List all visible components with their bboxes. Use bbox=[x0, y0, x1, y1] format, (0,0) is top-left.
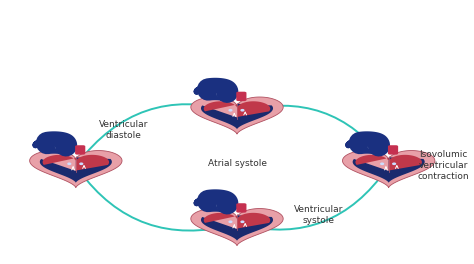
FancyBboxPatch shape bbox=[388, 145, 398, 155]
FancyBboxPatch shape bbox=[236, 203, 246, 213]
Text: Cardiac Cycle: Cardiac Cycle bbox=[132, 6, 342, 35]
Circle shape bbox=[229, 110, 232, 111]
FancyBboxPatch shape bbox=[61, 144, 71, 155]
Text: Isovolumic
ventricular
contraction: Isovolumic ventricular contraction bbox=[417, 150, 469, 181]
Polygon shape bbox=[40, 157, 112, 183]
Polygon shape bbox=[353, 157, 425, 183]
Circle shape bbox=[229, 221, 232, 223]
Polygon shape bbox=[343, 150, 435, 188]
Circle shape bbox=[80, 163, 82, 164]
Circle shape bbox=[381, 163, 383, 164]
Text: Ventricular
diastole: Ventricular diastole bbox=[99, 120, 148, 140]
Polygon shape bbox=[356, 155, 422, 171]
Polygon shape bbox=[204, 101, 270, 117]
Text: Ventricular
systole: Ventricular systole bbox=[294, 205, 343, 225]
Circle shape bbox=[241, 221, 244, 223]
Polygon shape bbox=[30, 150, 122, 188]
FancyBboxPatch shape bbox=[222, 202, 232, 213]
Polygon shape bbox=[201, 104, 273, 129]
Polygon shape bbox=[191, 97, 283, 134]
FancyBboxPatch shape bbox=[236, 92, 246, 101]
FancyBboxPatch shape bbox=[374, 144, 384, 155]
Polygon shape bbox=[191, 209, 283, 246]
FancyBboxPatch shape bbox=[222, 91, 232, 101]
Circle shape bbox=[241, 110, 244, 111]
FancyBboxPatch shape bbox=[75, 145, 85, 155]
Circle shape bbox=[393, 163, 395, 164]
Polygon shape bbox=[201, 215, 273, 241]
Polygon shape bbox=[43, 155, 109, 171]
Text: Atrial systole: Atrial systole bbox=[208, 159, 266, 168]
Circle shape bbox=[68, 163, 71, 164]
Polygon shape bbox=[204, 213, 270, 229]
